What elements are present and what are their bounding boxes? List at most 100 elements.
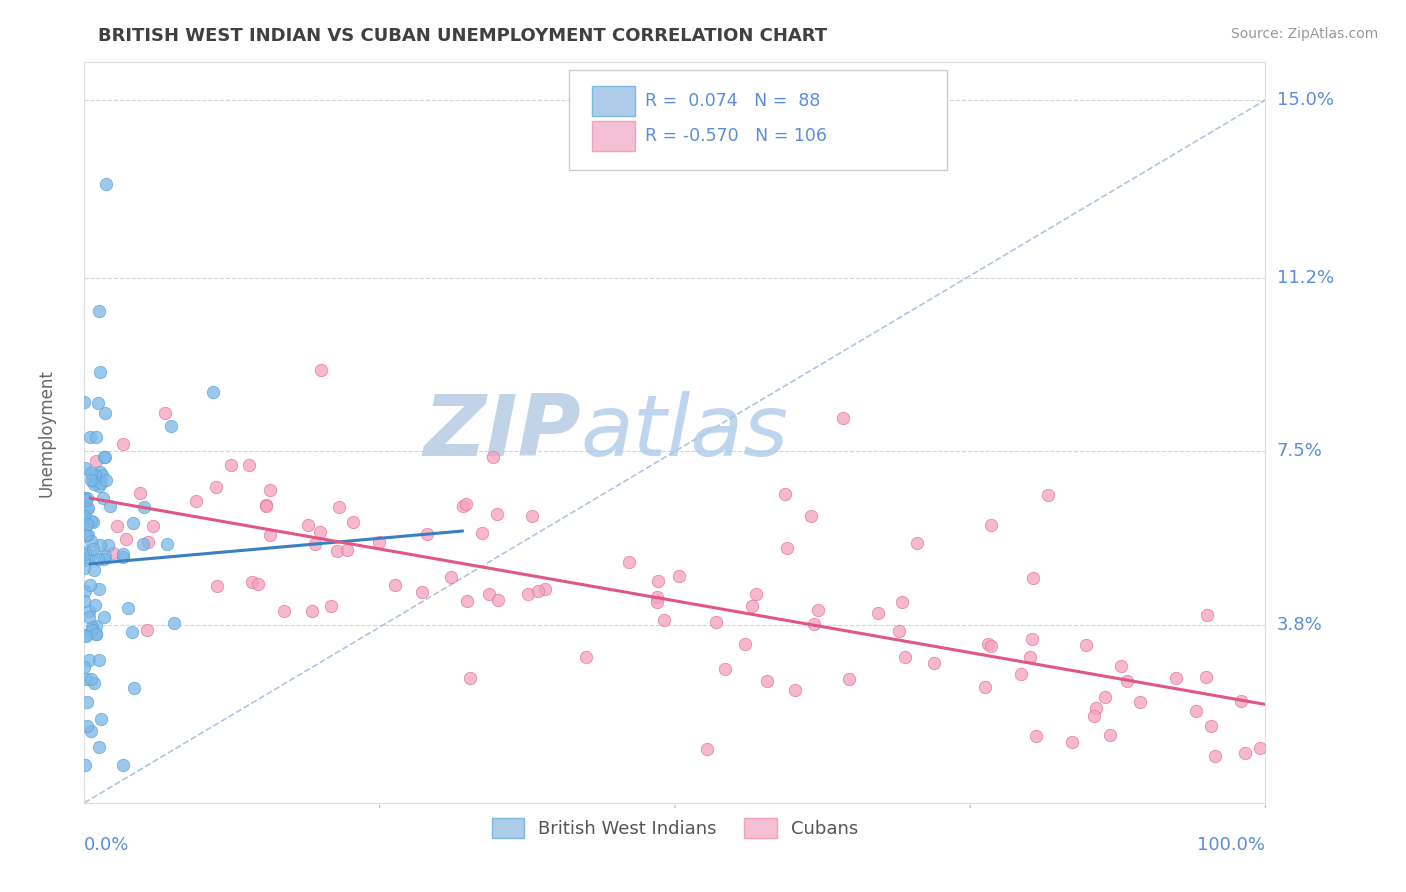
Point (246, 576, 269, 591)
Point (73, 509, 96, 524)
Point (159, 419, 181, 434)
Point (889, 624, 911, 638)
Point (76, 502, 98, 516)
Point (93, 551, 115, 566)
Point (93, 610, 115, 624)
Point (122, 681, 145, 695)
Point (121, 624, 143, 639)
Point (1099, 728, 1122, 742)
Text: 11.2%: 11.2% (1277, 269, 1334, 287)
Point (73, 491, 96, 506)
Point (273, 604, 295, 618)
Point (112, 547, 135, 561)
Point (79, 430, 101, 444)
Point (704, 615, 727, 629)
Point (891, 595, 914, 609)
Point (77, 604, 100, 618)
Point (132, 500, 155, 514)
Point (1021, 632, 1043, 646)
Point (1083, 709, 1105, 723)
Point (741, 599, 763, 614)
FancyBboxPatch shape (592, 87, 634, 116)
Point (129, 486, 152, 500)
Point (79, 548, 101, 562)
Point (482, 450, 505, 464)
Point (75, 493, 97, 508)
Point (98, 499, 121, 513)
Point (520, 509, 543, 524)
Point (73, 659, 96, 673)
Point (87, 551, 110, 566)
Point (775, 487, 797, 501)
Point (153, 406, 176, 420)
Point (207, 579, 229, 593)
Point (342, 515, 364, 529)
Point (647, 574, 669, 589)
Point (136, 535, 159, 549)
Point (744, 587, 766, 601)
Text: BRITISH WEST INDIAN VS CUBAN UNEMPLOYMENT CORRELATION CHART: BRITISH WEST INDIAN VS CUBAN UNEMPLOYMEN… (98, 27, 828, 45)
Point (163, 615, 186, 630)
Point (87, 653, 110, 667)
Point (142, 518, 165, 533)
Point (94, 450, 117, 465)
Point (101, 545, 124, 559)
Point (122, 516, 145, 530)
Point (254, 499, 277, 513)
Point (806, 603, 828, 617)
Point (1115, 673, 1137, 688)
Point (776, 541, 799, 556)
Point (80, 466, 103, 480)
Point (325, 543, 347, 558)
Point (486, 593, 509, 607)
Point (112, 437, 135, 451)
Point (132, 536, 155, 550)
Point (894, 650, 917, 665)
Point (87, 739, 110, 754)
Point (411, 585, 433, 599)
Point (734, 637, 756, 651)
Point (831, 411, 853, 425)
Point (367, 535, 389, 549)
Text: ZIP: ZIP (423, 391, 581, 475)
Point (240, 574, 263, 589)
Point (83, 675, 105, 690)
Text: atlas: atlas (581, 391, 789, 475)
Point (76, 528, 98, 542)
Point (328, 500, 350, 514)
Point (73, 544, 96, 558)
Point (714, 662, 737, 676)
Point (1204, 748, 1226, 763)
Point (83, 468, 105, 483)
Point (1201, 719, 1223, 733)
Point (73, 584, 96, 599)
Point (83, 563, 105, 577)
Point (83, 477, 105, 491)
Point (785, 683, 807, 698)
Point (297, 518, 319, 533)
Point (94, 178, 117, 192)
Point (645, 591, 668, 605)
Point (238, 458, 260, 472)
Point (259, 527, 281, 541)
Text: R =  0.074   N =  88: R = 0.074 N = 88 (645, 92, 821, 110)
Point (1195, 670, 1218, 684)
Point (82, 474, 104, 488)
Text: Source: ZipAtlas.com: Source: ZipAtlas.com (1230, 27, 1378, 41)
Point (534, 582, 557, 596)
Point (82, 515, 104, 529)
Point (1129, 695, 1152, 709)
Point (97, 538, 120, 552)
Point (90, 476, 112, 491)
Point (80, 533, 103, 548)
Point (458, 671, 481, 685)
Point (1094, 690, 1116, 704)
Point (73, 547, 96, 561)
Point (1233, 746, 1256, 760)
Point (77, 610, 100, 624)
Point (83, 598, 105, 612)
Point (1249, 740, 1271, 755)
Point (652, 613, 675, 627)
Point (308, 525, 330, 540)
Point (973, 680, 995, 694)
